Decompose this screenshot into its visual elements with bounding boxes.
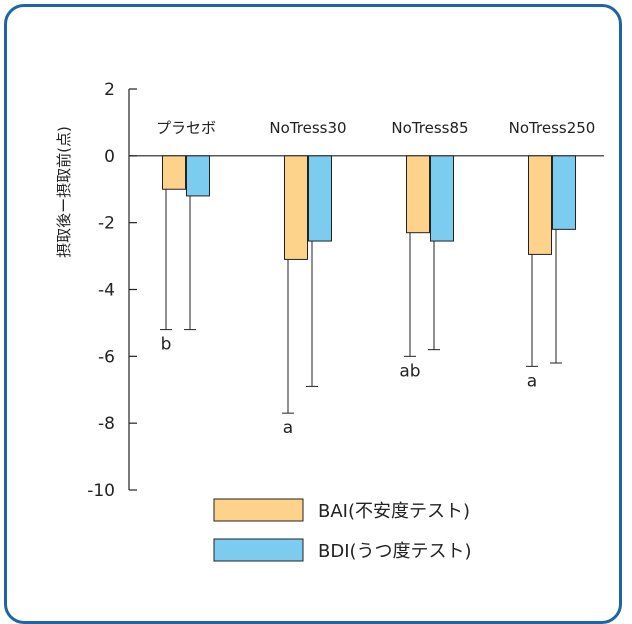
y-tick-label: -8 bbox=[98, 414, 115, 434]
legend: BAI(不安度テスト) BDI(うつ度テスト) bbox=[213, 498, 472, 562]
bar bbox=[406, 155, 430, 234]
y-tick-label: -2 bbox=[98, 214, 115, 234]
significance-label: b bbox=[161, 335, 172, 355]
legend-label: BDI(うつ度テスト) bbox=[318, 541, 472, 562]
significance-label: ab bbox=[399, 361, 420, 381]
y-tick-label: 2 bbox=[104, 80, 115, 100]
bar bbox=[552, 155, 576, 230]
significance-label: a bbox=[527, 371, 537, 391]
category-label: プラセボ bbox=[156, 119, 216, 137]
category-label: NoTress250 bbox=[509, 119, 596, 137]
bar bbox=[430, 155, 454, 242]
chart-svg: 摂取後ー摂取前(点) 2 0 -2 -4 -6 -8 -10 プラセボ NoTress30 NoT… bbox=[55, 80, 604, 562]
bar bbox=[308, 155, 332, 242]
y-tick-label: -10 bbox=[87, 481, 115, 501]
legend-swatch bbox=[213, 498, 304, 522]
y-tick-label: -4 bbox=[98, 281, 115, 301]
significance-label: a bbox=[283, 418, 293, 438]
category-label: NoTress30 bbox=[269, 119, 346, 137]
bars: b a ab a bbox=[160, 155, 576, 438]
y-axis-title: 摂取後ー摂取前(点) bbox=[55, 126, 73, 258]
legend-swatch bbox=[213, 538, 304, 562]
bar bbox=[162, 155, 186, 190]
bar bbox=[186, 155, 210, 197]
legend-label: BAI(不安度テスト) bbox=[318, 501, 470, 522]
category-label: NoTress85 bbox=[391, 119, 468, 137]
y-tick-label: 0 bbox=[104, 147, 115, 167]
y-tick-label: -6 bbox=[98, 347, 115, 367]
bar bbox=[284, 155, 308, 260]
axes: 2 0 -2 -4 -6 -8 -10 プラセボ NoTress30 NoTress85 NoTre… bbox=[87, 80, 604, 501]
bar bbox=[528, 155, 552, 255]
